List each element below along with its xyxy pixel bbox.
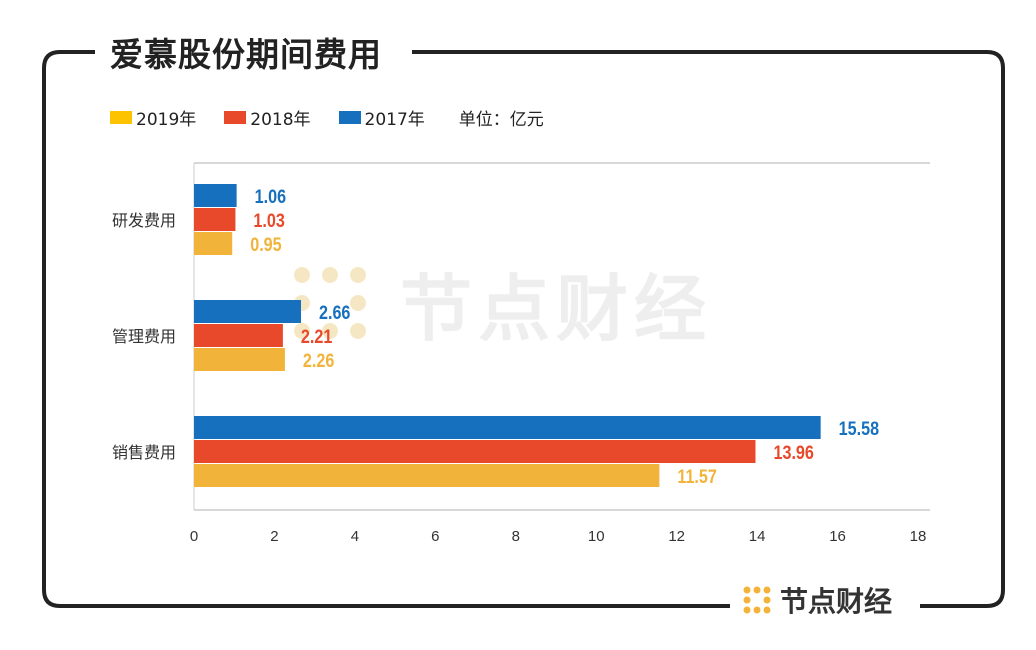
data-label: 0.95 — [250, 234, 282, 256]
brand-footer: 节点财经 — [732, 580, 903, 620]
bar-2018年 — [194, 324, 283, 347]
data-label: 2.66 — [319, 302, 351, 324]
x-tick-label: 4 — [351, 528, 359, 545]
legend-item-2019: 2019年 — [110, 105, 196, 130]
category-label: 管理费用 — [112, 328, 176, 346]
x-tick-label: 18 — [910, 528, 927, 545]
legend-swatch — [224, 111, 247, 124]
bar-2017年 — [194, 184, 237, 207]
data-label: 1.03 — [253, 210, 285, 232]
chart-title: 爱慕股份期间费用 — [102, 28, 390, 76]
legend-swatch — [110, 111, 132, 124]
x-tick-label: 0 — [190, 528, 198, 545]
x-tick-label: 8 — [512, 528, 520, 545]
bar-2017年 — [194, 300, 301, 323]
category-label: 销售费用 — [112, 444, 176, 462]
bar-2017年 — [194, 416, 821, 439]
brand-logo-icon — [743, 586, 771, 614]
x-tick-label: 10 — [588, 528, 605, 545]
bar-2019年 — [194, 348, 285, 371]
legend-item-2018: 2018年 — [224, 105, 311, 130]
data-label: 1.06 — [255, 186, 287, 208]
unit-label: 单位：亿元 — [458, 110, 544, 130]
x-tick-label: 16 — [829, 528, 846, 545]
x-tick-label: 12 — [668, 528, 685, 545]
legend-label: 2018年 — [250, 110, 311, 130]
data-label: 13.96 — [774, 442, 815, 464]
bar-2018年 — [194, 440, 756, 463]
data-label: 2.26 — [303, 350, 335, 372]
data-label: 2.21 — [301, 326, 333, 348]
x-tick-label: 6 — [431, 528, 439, 545]
data-label: 15.58 — [839, 418, 880, 440]
x-tick-label: 14 — [749, 528, 766, 545]
brand-logo-icon — [294, 266, 366, 339]
legend-swatch — [338, 111, 361, 124]
watermark-text: 节点财经 — [400, 267, 713, 351]
bar-2019年 — [194, 464, 660, 487]
legend-item-2017: 2017年 — [338, 105, 425, 130]
watermark: 节点财经 — [290, 250, 712, 355]
data-label: 11.57 — [677, 466, 717, 488]
brand-name: 节点财经 — [780, 585, 893, 618]
bar-2019年 — [194, 232, 233, 255]
legend: 2019年 2018年 2017年 单位：亿元 — [110, 105, 544, 130]
x-tick-label: 2 — [270, 528, 278, 545]
legend-label: 2019年 — [136, 110, 197, 130]
legend-label: 2017年 — [364, 110, 425, 130]
category-label: 研发费用 — [112, 212, 176, 230]
bar-2018年 — [194, 208, 236, 231]
